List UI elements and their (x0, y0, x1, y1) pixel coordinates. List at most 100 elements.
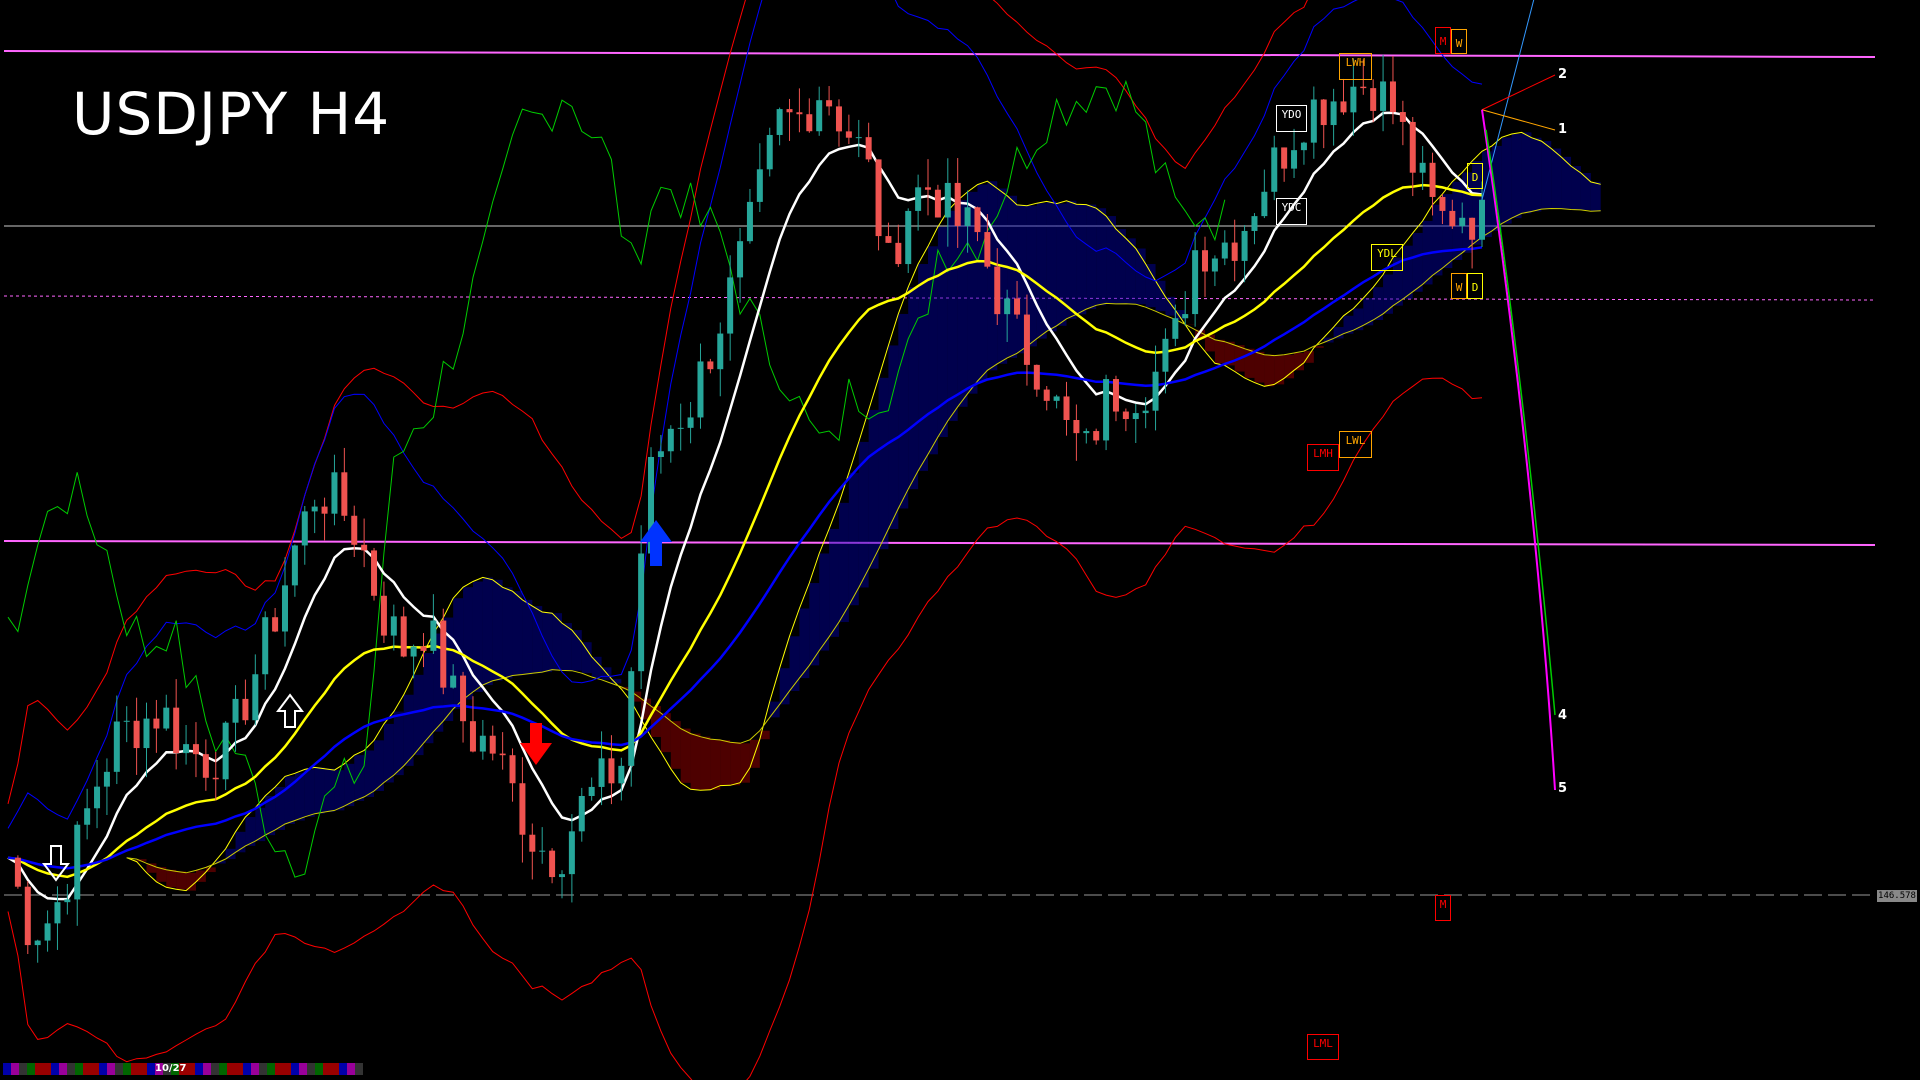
candle-body (608, 758, 615, 784)
ichimoku-cloud (126, 131, 1601, 892)
last-week-high-label: LWH (1339, 53, 1372, 80)
candle-body (430, 620, 437, 651)
candle (905, 208, 912, 274)
cloud-segment (611, 678, 622, 684)
week-label-low: W (1451, 273, 1467, 299)
candle (123, 706, 130, 743)
candle-body (331, 472, 338, 514)
period-cell (11, 1063, 19, 1075)
candle-body (281, 585, 288, 632)
projection-wave-2 (1481, 74, 1556, 111)
candle-body (440, 620, 447, 688)
chikou-span (7, 79, 1226, 878)
period-cell (131, 1063, 139, 1075)
candle (816, 86, 823, 136)
last-month-low-label: LML (1307, 1034, 1339, 1060)
candle-body (1132, 413, 1139, 420)
candle-body (756, 169, 763, 202)
candle (1350, 58, 1357, 136)
cloud-segment (571, 630, 582, 671)
candle-body (74, 824, 81, 900)
candle (1330, 88, 1337, 146)
candle (1241, 225, 1248, 283)
candle-body (1300, 142, 1307, 151)
cloud-segment (1551, 148, 1562, 209)
candle-body (519, 783, 526, 835)
candle-body (1380, 81, 1387, 111)
chart-title: USDJPY H4 (72, 80, 391, 148)
cloud-segment (908, 287, 919, 490)
candle (311, 499, 318, 534)
candle-body (994, 266, 1001, 315)
candle (1083, 428, 1090, 444)
candle-body (1340, 101, 1347, 113)
cloud-segment (1224, 341, 1235, 366)
cloud-segment (947, 210, 958, 421)
candle (1429, 152, 1436, 216)
candle (341, 447, 348, 521)
candle-body (1271, 147, 1278, 192)
candle (687, 401, 694, 444)
cloud-segment (631, 691, 642, 702)
candle (1310, 86, 1317, 159)
candle (1360, 59, 1367, 95)
wave-label-4: 4 (1558, 708, 1568, 723)
candle-body (252, 674, 259, 721)
candle (321, 497, 328, 541)
candle-body (786, 109, 793, 113)
candle (845, 114, 852, 145)
indicator-lines (7, 0, 1483, 1080)
period-cell (83, 1063, 91, 1075)
candle (628, 667, 635, 787)
candle-body (1112, 379, 1119, 412)
period-cell (331, 1063, 339, 1075)
period-cell (243, 1063, 251, 1075)
cloud-segment (334, 770, 345, 811)
cloud-segment (680, 728, 691, 783)
candle (519, 757, 526, 863)
candle-body (855, 137, 862, 139)
candle (232, 685, 239, 752)
candle (499, 732, 506, 770)
candle-body (1449, 210, 1456, 227)
cloud-segment (690, 733, 701, 790)
cloud-segment (670, 721, 681, 769)
cloud-segment (1462, 172, 1473, 253)
candle (925, 159, 932, 216)
candle-body (529, 834, 536, 852)
cloud-segment (779, 668, 790, 705)
cloud-segment (1531, 137, 1542, 212)
candle (420, 633, 427, 668)
candle-body (44, 923, 51, 941)
cloud-segment (1284, 354, 1295, 379)
period-cell (227, 1063, 235, 1075)
candle (618, 757, 625, 801)
period-cell (99, 1063, 107, 1075)
candle-body (499, 753, 506, 756)
candle-body (835, 106, 842, 132)
candle-body (143, 718, 150, 749)
candle (588, 777, 595, 801)
projection-wave-5 (1481, 109, 1556, 791)
cloud-segment (492, 579, 503, 681)
cloud-segment (136, 859, 147, 862)
period-cell (179, 1063, 187, 1075)
envelope-upper (7, 0, 1483, 829)
cloud-segment (433, 633, 444, 732)
cloud-segment (660, 713, 671, 753)
candle (657, 434, 664, 474)
cloud-segment (1264, 354, 1275, 387)
candle (14, 855, 21, 889)
candle-body (925, 187, 932, 190)
candle (677, 403, 684, 451)
candle-body (262, 617, 269, 675)
candle-body (212, 777, 219, 780)
cloud-segment (581, 642, 592, 674)
cloud-segment (710, 739, 721, 790)
candle-body (163, 707, 170, 729)
cloud-segment (868, 409, 879, 569)
candle (1370, 79, 1377, 123)
cloud-segment (393, 711, 404, 776)
candle-body (568, 831, 575, 875)
